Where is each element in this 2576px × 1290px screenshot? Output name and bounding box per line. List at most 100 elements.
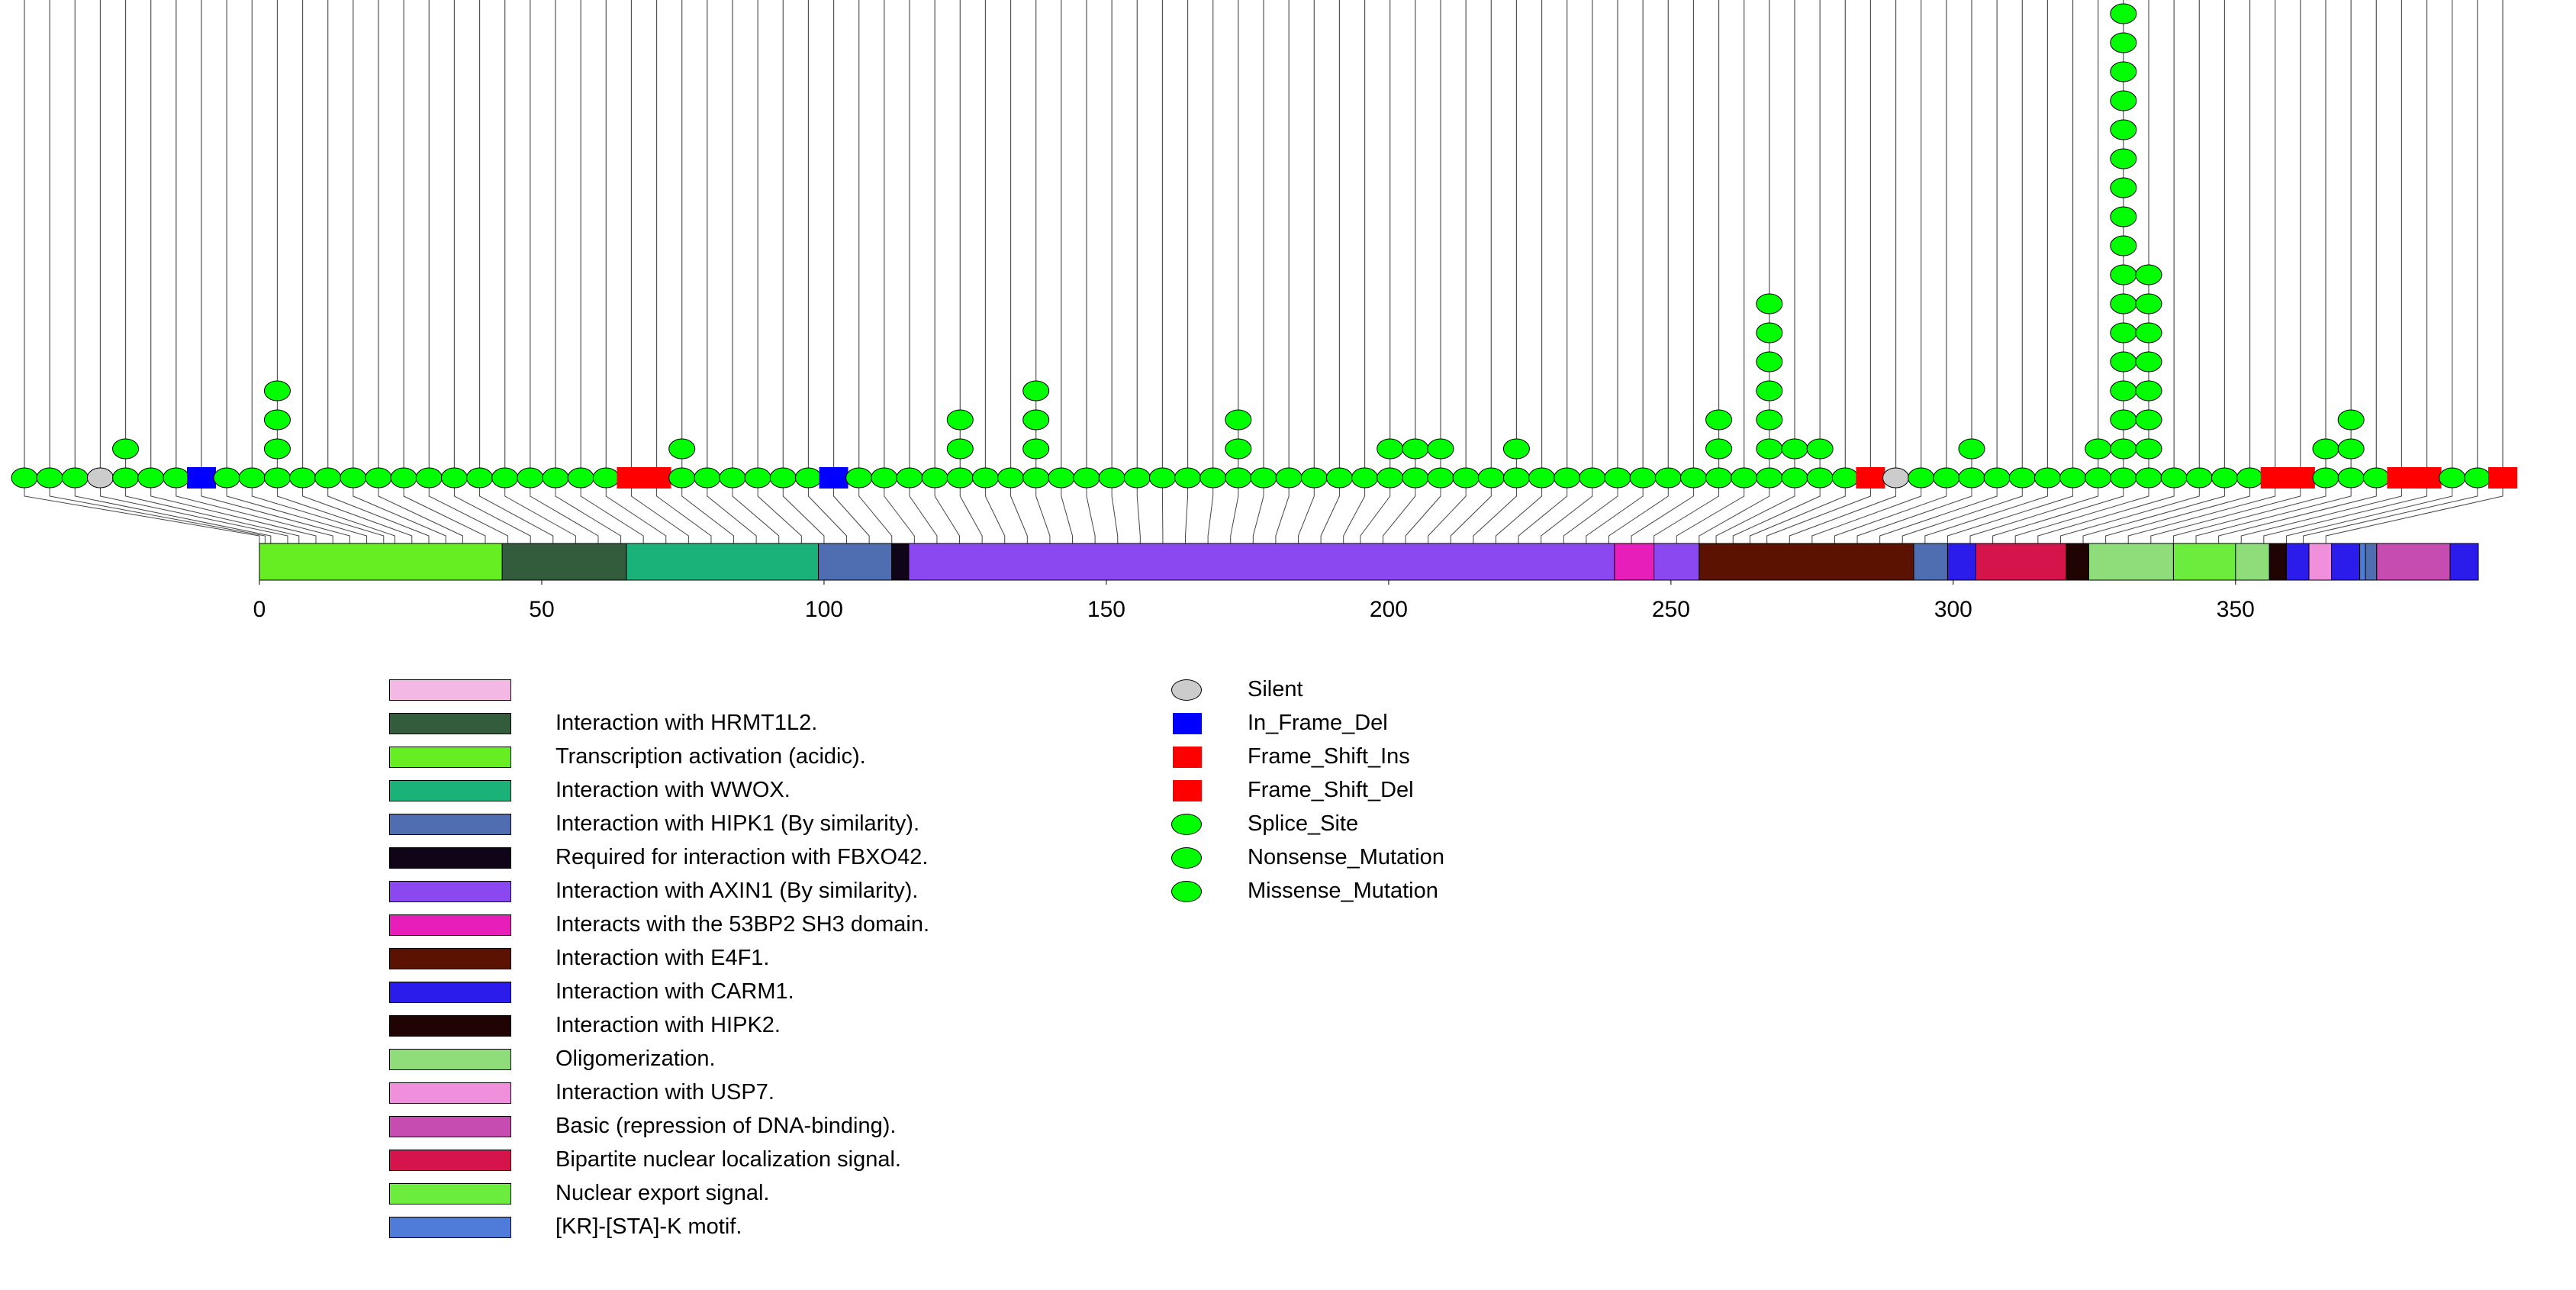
mutation-marker	[819, 467, 848, 489]
mutation-marker	[2135, 438, 2162, 460]
mutation-marker	[263, 409, 291, 431]
mutation-marker	[2110, 409, 2137, 431]
mutation-marker	[1882, 467, 1910, 489]
mutation-marker	[11, 467, 38, 489]
domain-segment	[1975, 543, 2067, 581]
mutation-legend-label: Splice_Site	[1248, 811, 1359, 836]
mutation-marker	[1705, 438, 1733, 460]
mutation-marker	[415, 467, 443, 489]
mutation-marker	[2110, 264, 2137, 285]
mutation-marker	[2110, 322, 2137, 343]
mutation-legend: Silent In_Frame_Del Frame_Shift_Ins Frame_S…	[1171, 677, 1782, 931]
lollipop-plot: 0 50 100 150 200 250 300 350	[11, 0, 2517, 622]
mutation-marker	[1199, 467, 1227, 489]
mutation-marker	[668, 467, 696, 489]
mutation-marker	[1073, 467, 1100, 489]
mutation-marker	[2337, 467, 2365, 489]
domain-segment	[2268, 543, 2287, 581]
domain-segment	[2172, 543, 2236, 581]
mutation-marker	[1225, 438, 1252, 460]
mutation-marker	[1958, 438, 1985, 460]
mutation-marker	[1781, 438, 1808, 460]
mutation-marker	[238, 467, 266, 489]
domain-legend-swatch	[389, 780, 511, 801]
mutation-marker	[340, 467, 367, 489]
mutation-marker	[2135, 293, 2162, 314]
domain-legend-label: Bipartite nuclear localization signal.	[555, 1147, 901, 1172]
connector-line	[74, 478, 272, 580]
mutation-marker	[668, 438, 696, 460]
mutation-marker	[845, 467, 873, 489]
mutation-marker	[163, 467, 190, 489]
domain-segment	[2066, 543, 2089, 581]
mutation-marker	[2135, 380, 2162, 402]
domain-segment	[1614, 543, 1655, 581]
domain-segment	[1913, 543, 1948, 581]
domain-legend-label: Required for interaction with FBXO42.	[555, 845, 929, 869]
mutation-marker	[1502, 438, 1530, 460]
mutation-legend-swatch	[1171, 847, 1202, 869]
domain-legend-swatch	[389, 881, 511, 902]
mutation-marker	[2185, 467, 2213, 489]
mutation-marker	[1275, 467, 1302, 489]
mutation-marker	[1174, 467, 1202, 489]
mutation-marker	[2135, 467, 2162, 489]
mutation-marker	[871, 467, 898, 489]
domain-legend-swatch	[389, 1183, 511, 1205]
mutation-marker	[491, 467, 519, 489]
mutation-marker	[112, 438, 140, 460]
domain-legend-swatch	[389, 1082, 511, 1104]
mutation-marker	[1225, 467, 1252, 489]
mutation-marker	[896, 467, 923, 489]
domain-segment	[259, 543, 503, 581]
mutation-marker	[1300, 467, 1328, 489]
mutation-marker	[86, 467, 114, 489]
domain-segment	[2365, 543, 2378, 581]
mutation-legend-label: Nonsense_Mutation	[1248, 845, 1444, 869]
mutation-marker	[2110, 206, 2137, 227]
mutation-marker	[1528, 467, 1556, 489]
mutation-marker	[137, 467, 165, 489]
mutation-marker	[2337, 438, 2365, 460]
axis-tick-label: 50	[529, 597, 554, 622]
mutation-marker	[2387, 467, 2417, 489]
mutation-marker	[440, 467, 468, 489]
mutation-marker	[2008, 467, 2036, 489]
mutation-marker	[213, 467, 240, 489]
domain-legend-label: Nuclear export signal.	[555, 1181, 770, 1205]
axis-tick-label: 0	[253, 597, 266, 622]
mutation-marker	[1705, 409, 1733, 431]
domain-legend-label: Interaction with HIPK2.	[555, 1013, 781, 1037]
domain-legend-swatch	[389, 814, 511, 835]
mutation-marker	[2110, 351, 2137, 372]
mutation-marker	[2110, 148, 2137, 169]
mutation-marker	[1654, 467, 1682, 489]
mutation-marker	[2110, 438, 2137, 460]
mutation-marker	[1225, 409, 1252, 431]
domain-legend-label: Interaction with USP7.	[555, 1080, 774, 1105]
x-axis: 0 50 100 150 200 250 300 350	[253, 580, 2255, 622]
domain-legend-label: Oligomerization.	[555, 1047, 716, 1071]
mutation-marker	[971, 467, 999, 489]
mutation-marker	[1756, 293, 1783, 314]
mutation-marker	[1351, 467, 1379, 489]
mutation-marker	[592, 467, 620, 489]
mutation-legend-label: Frame_Shift_Del	[1248, 778, 1414, 802]
mutation-marker	[2110, 235, 2137, 256]
domain-legend-swatch	[389, 1217, 511, 1238]
mutation-marker	[2160, 467, 2188, 489]
mutation-marker	[997, 467, 1025, 489]
mutation-marker	[1933, 467, 1960, 489]
mutation-marker	[1022, 438, 1050, 460]
mutation-marker	[1806, 438, 1834, 460]
mutation-marker	[1756, 322, 1783, 343]
domain-segment	[2449, 543, 2479, 581]
mutation-marker	[2059, 467, 2087, 489]
mutation-marker	[2110, 3, 2137, 24]
mutation-marker	[517, 467, 544, 489]
mutation-marker	[314, 467, 342, 489]
axis-tick-label: 350	[2217, 597, 2255, 622]
mutation-marker	[263, 438, 291, 460]
domain-legend-swatch	[389, 1150, 511, 1171]
mutation-marker	[2110, 32, 2137, 53]
